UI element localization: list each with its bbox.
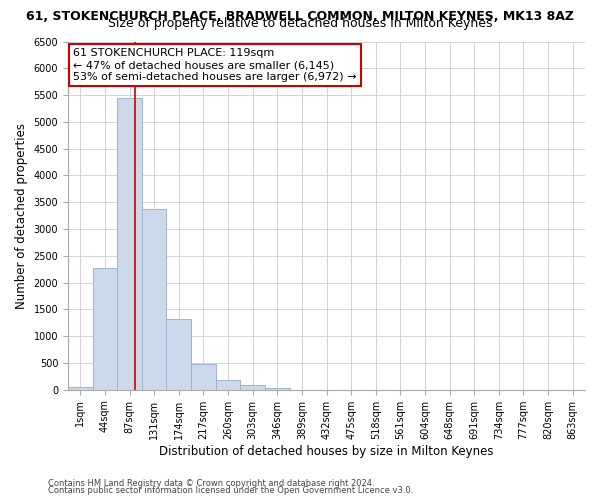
Bar [241,385,265,390]
Text: Size of property relative to detached houses in Milton Keynes: Size of property relative to detached ho… [108,18,492,30]
Y-axis label: Number of detached properties: Number of detached properties [15,122,28,308]
Bar [166,319,191,390]
Text: Contains public sector information licensed under the Open Government Licence v3: Contains public sector information licen… [48,486,413,495]
Bar [142,208,166,390]
Text: Contains HM Land Registry data © Crown copyright and database right 2024.: Contains HM Land Registry data © Crown c… [48,478,374,488]
X-axis label: Distribution of detached houses by size in Milton Keynes: Distribution of detached houses by size … [159,444,494,458]
Text: 61, STOKENCHURCH PLACE, BRADWELL COMMON, MILTON KEYNES, MK13 8AZ: 61, STOKENCHURCH PLACE, BRADWELL COMMON,… [26,10,574,23]
Bar [117,98,142,390]
Bar [191,364,216,390]
Text: 61 STOKENCHURCH PLACE: 119sqm
← 47% of detached houses are smaller (6,145)
53% o: 61 STOKENCHURCH PLACE: 119sqm ← 47% of d… [73,48,356,82]
Bar [265,388,290,390]
Bar [216,380,241,390]
Bar [92,268,117,390]
Bar [68,387,92,390]
